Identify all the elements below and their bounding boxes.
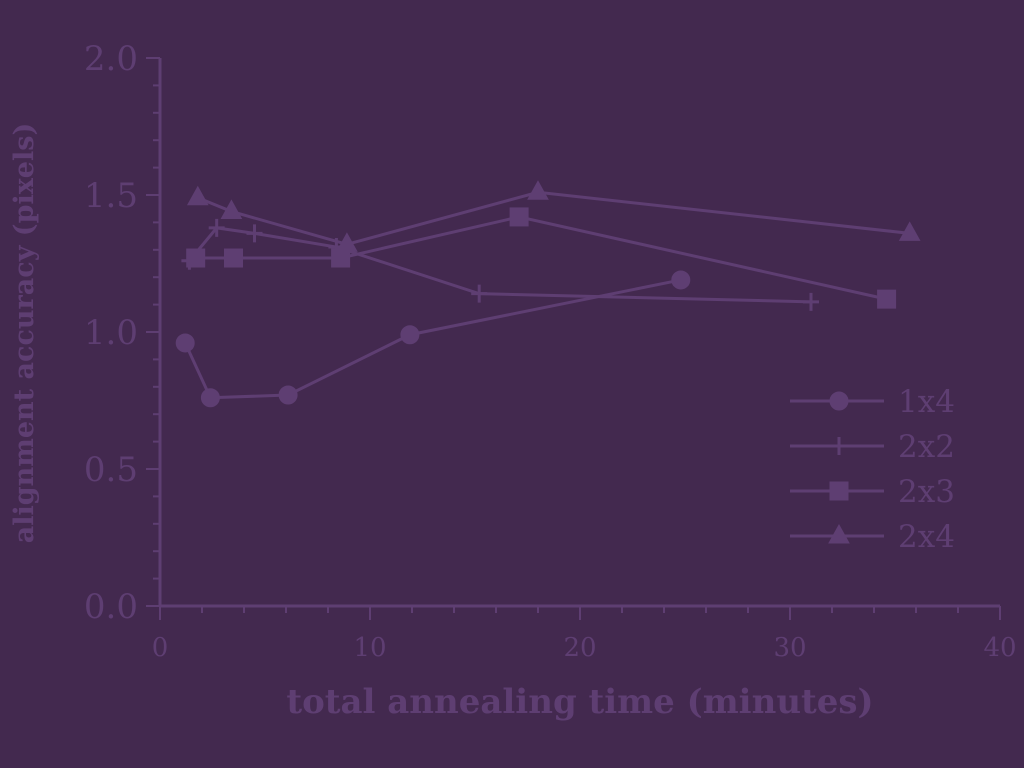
data-point-2x3	[877, 289, 897, 309]
data-point-2x2	[471, 284, 488, 303]
legend-marker	[828, 523, 850, 544]
data-point-2x4	[220, 199, 243, 219]
x-axis-title: total annealing time (minutes)	[286, 682, 873, 722]
legend-marker	[829, 481, 849, 501]
data-point-1x4	[671, 270, 691, 290]
series-2x2	[181, 218, 819, 311]
data-point-1x4	[200, 388, 220, 408]
data-point-2x2	[208, 218, 225, 237]
legend-label: 2x3	[898, 474, 955, 510]
data-point-2x3	[509, 207, 529, 227]
y-tick-label: 0.5	[84, 450, 138, 490]
legend-label: 1x4	[898, 384, 955, 420]
x-tick-label: 30	[773, 633, 806, 663]
series-2x3	[186, 207, 897, 309]
x-tick-label: 40	[983, 633, 1016, 663]
data-point-2x2	[246, 224, 263, 243]
x-tick-label: 20	[563, 633, 596, 663]
y-axis-title: alignment accuracy (pixels)	[9, 123, 40, 543]
data-point-2x3	[186, 248, 206, 268]
data-point-2x4	[336, 232, 358, 252]
series-layer	[175, 180, 921, 408]
data-point-2x3	[224, 248, 243, 268]
legend-item-1x4: 1x4	[790, 384, 955, 420]
data-point-2x4	[186, 185, 209, 206]
legend-item-2x4: 2x4	[790, 519, 955, 555]
legend-marker	[831, 437, 847, 455]
legend-item-2x3: 2x3	[790, 474, 955, 510]
series-line-2x2	[188, 226, 812, 304]
axes: 0.0 0.5 1.0 1.5 2.0 0 10 20 30 40	[84, 39, 1017, 663]
y-tick-label: 2.0	[84, 39, 138, 79]
data-point-2x4	[898, 221, 921, 241]
legend-marker	[829, 391, 849, 411]
legend-label: 2x2	[898, 429, 955, 465]
y-tick-label: 1.5	[84, 176, 138, 216]
data-point-2x2	[803, 292, 819, 311]
y-tick-label: 1.0	[84, 313, 138, 353]
x-tick-label: 0	[152, 633, 169, 663]
legend-item-2x2: 2x2	[790, 429, 955, 465]
x-tick-label: 10	[353, 633, 386, 663]
series-2x4	[186, 180, 921, 252]
series-1x4	[175, 270, 691, 408]
data-point-2x4	[527, 180, 549, 200]
legend-label: 2x4	[898, 519, 955, 555]
data-point-1x4	[278, 385, 298, 405]
y-tick-label: 0.0	[84, 587, 138, 627]
data-point-1x4	[400, 325, 420, 345]
data-point-1x4	[175, 333, 195, 353]
legend: 1x4 2x2 2x3 2x4	[790, 384, 955, 555]
series-line-2x4	[197, 190, 910, 246]
